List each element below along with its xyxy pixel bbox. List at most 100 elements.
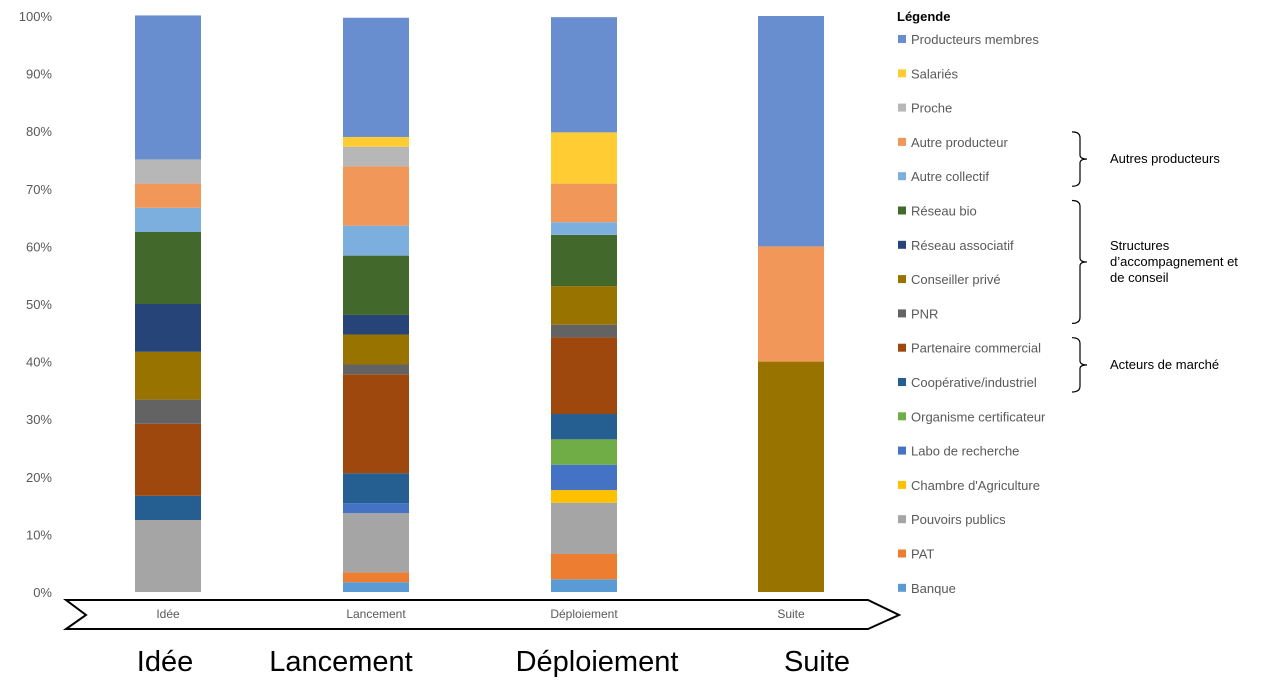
bar-segment-deploiement-chambre-d-agriculture (551, 490, 617, 503)
bar-segment-lancement-reseau-associatif (343, 314, 409, 335)
legend-entry: Banque (911, 581, 956, 596)
bar-segment-idee-reseau-bio (135, 232, 201, 304)
legend: Légende Producteurs membres Salariés Proche… (897, 9, 1046, 596)
legend-swatch (898, 35, 906, 43)
legend-entry: Salariés (911, 66, 958, 81)
x-tick-label: Déploiement (550, 607, 618, 621)
legend-group-brace (1071, 131, 1088, 187)
legend-swatch (898, 172, 906, 181)
bar-segment-deploiement-partenaire-commercial (551, 337, 617, 415)
timeline-arrow (62, 599, 902, 630)
timeline-arrow-shape (62, 599, 902, 630)
bar-segment-deploiement-pnr (551, 324, 617, 338)
bar-segment-deploiement-producteurs-membres (551, 17, 617, 133)
bar-segment-lancement-autre-producteur (343, 166, 409, 226)
x-tick-label: Suite (777, 607, 805, 621)
bar-segment-lancement-producteurs-membres (343, 17, 409, 137)
y-tick-label: 80% (26, 124, 52, 139)
bar-segment-deploiement-organisme-certificateur (551, 439, 617, 465)
bar-segment-suite-autre-producteur (758, 246, 824, 362)
bar-segment-deploiement-labo-de-recherche (551, 464, 617, 491)
legend-swatch (898, 583, 906, 592)
timeline-label: Idée (137, 646, 193, 678)
legend-swatch (898, 275, 906, 284)
legend-swatch (898, 515, 906, 524)
legend-group-label: Structures d’accompagnement et de conseil (1110, 238, 1238, 285)
legend-swatch (898, 137, 906, 146)
bar-segment-deploiement-pouvoirs-publics (551, 502, 617, 554)
legend-entry: Organisme certificateur (911, 409, 1046, 424)
legend-group-brace (1071, 199, 1088, 324)
bars (135, 15, 824, 592)
bar-segment-lancement-labo-de-recherche (343, 503, 409, 514)
legend-group-label: Acteurs de marché (1110, 357, 1219, 372)
y-tick-label: 30% (26, 412, 52, 427)
legend-entry: Proche (911, 101, 952, 116)
legend-swatch (898, 240, 906, 249)
bar-segment-suite-producteurs-membres (758, 16, 824, 247)
legend-entry: Conseiller privé (911, 272, 1001, 287)
legend-entry: PAT (911, 547, 934, 562)
legend-swatch (898, 549, 906, 558)
bar-segment-lancement-autre-collectif (343, 225, 409, 256)
bar-segment-deploiement-cooperative-industriel (551, 414, 617, 440)
legend-entry: Producteurs membres (911, 32, 1039, 47)
bar-segment-lancement-pat (343, 572, 409, 583)
legend-swatch (898, 446, 906, 455)
bar-segment-lancement-cooperative-industriel (343, 473, 409, 504)
timeline-label: Suite (784, 646, 850, 678)
legend-swatch (898, 103, 906, 112)
bar-segment-deploiement-pat (551, 553, 617, 580)
legend-swatch (898, 206, 906, 215)
bar-segment-idee-autre-collectif (135, 207, 201, 232)
bar-segment-deploiement-reseau-bio (551, 234, 617, 287)
x-tick-label: Lancement (346, 607, 406, 621)
legend-entry: Labo de recherche (911, 444, 1019, 459)
legend-entry: Réseau associatif (911, 238, 1014, 253)
legend-entry: PNR (911, 306, 938, 321)
bar-segment-idee-cooperative-industriel (135, 495, 201, 520)
y-tick-label: 0% (33, 585, 52, 600)
bar-segment-idee-pnr (135, 399, 201, 424)
bar-segment-idee-conseiller-prive (135, 351, 201, 400)
bar-segment-deploiement-autre-producteur (551, 183, 617, 223)
legend-swatch (898, 412, 906, 421)
legend-swatch (898, 309, 906, 318)
legend-swatch (898, 343, 906, 352)
legend-group-brace (1071, 337, 1088, 393)
bar-segment-deploiement-salaries (551, 132, 617, 184)
bar-segment-lancement-salaries (343, 136, 409, 147)
timeline-labels: Idée Lancement Déploiement Suite (137, 646, 850, 678)
y-tick-label: 70% (26, 182, 52, 197)
bar-segment-lancement-partenaire-commercial (343, 374, 409, 474)
legend-swatch (898, 378, 906, 386)
legend-groups: Autres producteurs Structures d’accompagne… (1071, 131, 1238, 393)
stage-labels: Idée Lancement Déploiement Suite (156, 607, 805, 621)
timeline-label: Déploiement (516, 646, 679, 678)
bar-segment-lancement-banque (343, 582, 409, 592)
bar-segment-suite-conseiller-prive (758, 361, 824, 592)
bar-segment-idee-reseau-associatif (135, 304, 201, 352)
x-tick-label: Idée (156, 607, 180, 621)
bar-segment-deploiement-banque (551, 579, 617, 592)
y-tick-label: 40% (26, 355, 52, 370)
legend-entry: Chambre d'Agriculture (911, 478, 1040, 493)
legend-swatch (898, 480, 906, 489)
y-tick-label: 50% (26, 297, 52, 312)
y-axis: 0% 10% 20% 30% 40% 50% 60% 70% 80% 90% 100% (19, 9, 53, 600)
legend-swatch (898, 69, 906, 78)
y-tick-label: 90% (26, 67, 52, 82)
legend-entry: Autre producteur (911, 135, 1009, 150)
bar-segment-lancement-pnr (343, 364, 409, 375)
bar-segment-lancement-reseau-bio (343, 255, 409, 315)
bar-segment-deploiement-conseiller-prive (551, 286, 617, 325)
bar-segment-idee-producteurs-membres (135, 15, 201, 160)
legend-title: Légende (897, 9, 950, 24)
legend-entry: Autre collectif (911, 169, 989, 184)
bar-segment-idee-autre-producteur (135, 183, 201, 208)
bar-segment-lancement-pouvoirs-publics (343, 513, 409, 573)
bar-segment-lancement-proche (343, 146, 409, 167)
legend-entry: Partenaire commercial (911, 341, 1041, 356)
bar-segment-idee-proche (135, 159, 201, 184)
